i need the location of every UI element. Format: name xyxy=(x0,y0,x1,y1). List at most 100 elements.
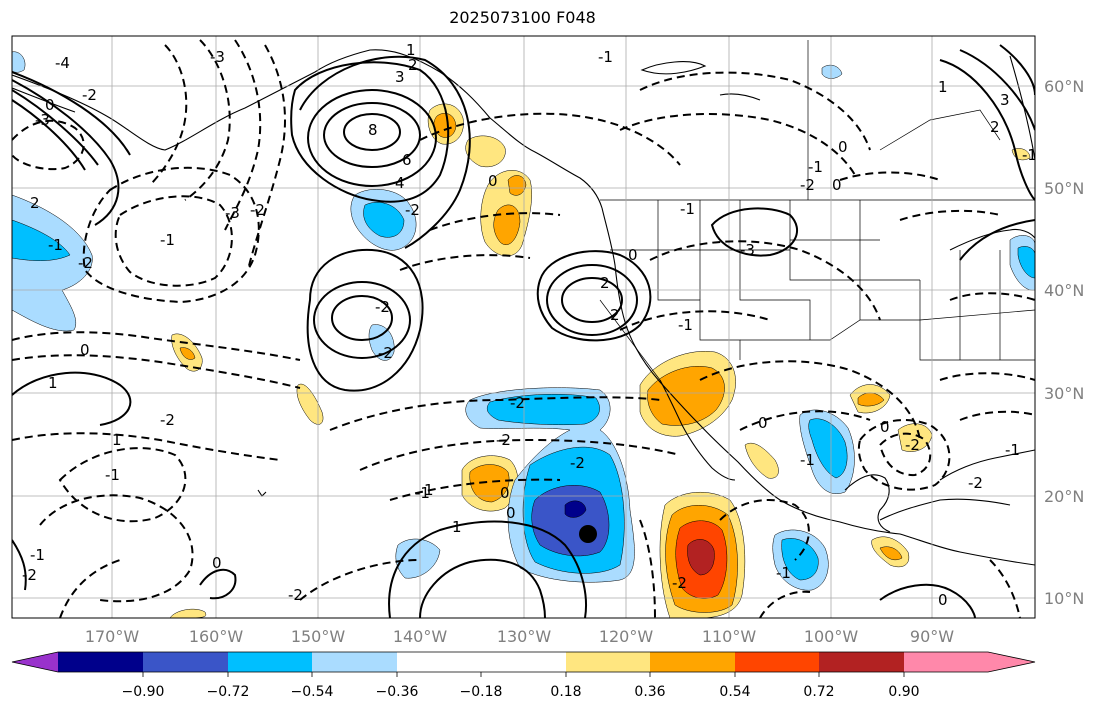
contour-label: -3 xyxy=(210,48,225,66)
lat-label: 20°N xyxy=(1044,487,1084,506)
lat-label: 30°N xyxy=(1044,384,1084,403)
contour-label: 0 xyxy=(500,484,510,502)
contour-label: -2 xyxy=(250,201,265,219)
colorbar-segment xyxy=(735,652,819,672)
lat-label: 60°N xyxy=(1044,77,1084,96)
colorbar-segment xyxy=(12,652,58,672)
contour-label: -1 xyxy=(30,546,45,564)
lon-label: 100°W xyxy=(804,627,859,646)
colorbar-segment xyxy=(228,652,312,672)
colorbar-segment xyxy=(819,652,904,672)
colorbar-segment xyxy=(566,652,650,672)
lon-label: 90°W xyxy=(910,627,954,646)
colorbar-tick-label: −0.18 xyxy=(460,684,503,700)
contour-label: 2 xyxy=(610,306,620,324)
lat-label: 40°N xyxy=(1044,281,1084,300)
contour-label: -2 xyxy=(496,431,511,449)
contour-label: -1 xyxy=(598,48,613,66)
contour-label: -2 xyxy=(22,566,37,584)
contour-label: -2 xyxy=(288,586,303,604)
contour-label: -3 xyxy=(225,204,240,222)
contour-label: 0 xyxy=(488,172,498,190)
storm-center-dot-icon xyxy=(579,525,597,543)
map-field-layer: 3 2 1 0 -1 -2 -3 -4 2 4 6 8 -2 -2 -2 -2 … xyxy=(12,36,1037,618)
contour-label: 0 xyxy=(212,554,222,572)
lon-label: 170°W xyxy=(85,627,140,646)
contour-label: 1 xyxy=(938,78,948,96)
lon-label: 110°W xyxy=(702,627,757,646)
contour-label: 1 xyxy=(48,374,58,392)
contour-label: -2 xyxy=(672,574,687,592)
contour-label: 6 xyxy=(402,151,412,169)
contour-label: 1 xyxy=(112,431,122,449)
contour-label: 0 xyxy=(832,176,842,194)
colorbar-tick-label: 0.36 xyxy=(634,684,665,700)
contour-label: 8 xyxy=(368,121,378,139)
contour-label: 2 xyxy=(600,274,610,292)
colorbar-tick-label: 0.18 xyxy=(550,684,581,700)
contour-label: 0 xyxy=(880,418,890,436)
colorbar-segment xyxy=(143,652,228,672)
lon-label: 130°W xyxy=(497,627,552,646)
contour-label: -2 xyxy=(968,474,983,492)
contour-label: 2 xyxy=(30,194,40,212)
lon-label: 140°W xyxy=(393,627,448,646)
contour-label: -1 xyxy=(160,231,175,249)
colorbar-segment xyxy=(904,652,1035,672)
colorbar-tick-label: 0.54 xyxy=(719,684,750,700)
contour-label: 0 xyxy=(45,96,55,114)
contour-label: 4 xyxy=(395,174,405,192)
contour-label: 2 xyxy=(990,118,1000,136)
colorbar-tick-label: −0.90 xyxy=(122,684,165,700)
contour-label: -2 xyxy=(570,454,585,472)
map-frame xyxy=(11,35,1036,619)
contour-label: 1 xyxy=(452,518,462,536)
contour-label: -4 xyxy=(55,54,70,72)
contour-label: -2 xyxy=(78,254,93,272)
contour-label: 0 xyxy=(80,341,90,359)
borders-layer xyxy=(599,40,1035,381)
lat-label: 10°N xyxy=(1044,589,1084,608)
contour-label: -1 xyxy=(800,451,815,469)
contour-label: -1 xyxy=(1022,146,1037,164)
contour-label: 0 xyxy=(758,414,768,432)
contour-label: -2 xyxy=(800,176,815,194)
map-title: 2025073100 F048 xyxy=(449,8,596,27)
contour-label: 0 xyxy=(628,246,638,264)
colorbar-segment xyxy=(650,652,735,672)
colorbar-segment xyxy=(481,652,566,672)
colorbar-tick-label: −0.36 xyxy=(376,684,419,700)
latitude-labels: 60°N 50°N 40°N 30°N 20°N 10°N xyxy=(1044,77,1084,608)
lon-label: 150°W xyxy=(291,627,346,646)
colorbar-segment xyxy=(312,652,397,672)
contour-label: -1 xyxy=(415,484,430,502)
contour-label: -2 xyxy=(405,201,420,219)
colorbar-segment xyxy=(397,652,481,672)
contour-label: -2 xyxy=(905,436,920,454)
lat-label: 50°N xyxy=(1044,179,1084,198)
contour-label: -2 xyxy=(375,298,390,316)
contour-label: 2 xyxy=(408,56,418,74)
contour-label: 1 xyxy=(406,41,416,59)
contour-label: 1 xyxy=(424,481,434,499)
contour-label: -1 xyxy=(680,200,695,218)
contour-label: 0 xyxy=(838,138,848,156)
colorbar-tick-label: 0.90 xyxy=(888,684,919,700)
contour-label: -1 xyxy=(678,316,693,334)
lon-label: 160°W xyxy=(189,627,244,646)
contour-label: 3 xyxy=(1000,91,1010,109)
contour-label: -1 xyxy=(808,158,823,176)
contour-label: -2 xyxy=(82,86,97,104)
solid-contours-layer xyxy=(12,44,1035,618)
contour-label: -2 xyxy=(510,394,525,412)
contour-label: -1 xyxy=(776,564,791,582)
colorbar-tick-label: 0.72 xyxy=(803,684,834,700)
contour-label: -3 xyxy=(740,241,755,259)
lon-label: 120°W xyxy=(599,627,654,646)
contour-label: 0 xyxy=(506,504,516,522)
colorbar-segment xyxy=(58,652,143,672)
dashed-contours-layer xyxy=(12,39,1035,618)
contour-labels-layer: 3 2 1 0 -1 -2 -3 -4 2 4 6 8 -2 -2 -2 -2 … xyxy=(22,41,1037,609)
colorbar: −0.90 −0.72 −0.54 −0.36 −0.18 0.18 0.36 … xyxy=(11,651,1036,700)
